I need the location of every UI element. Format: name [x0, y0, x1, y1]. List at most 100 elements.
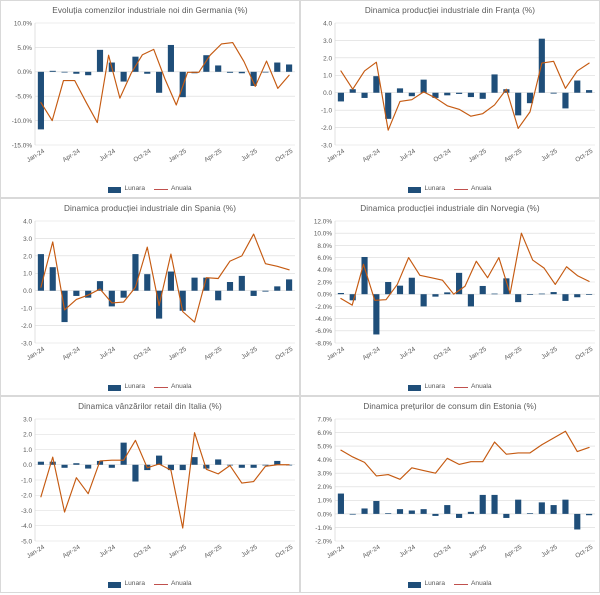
- y-axis-tick-label: 3.0: [23, 416, 32, 423]
- bar-lunara: [238, 464, 245, 468]
- legend-label-lunara: Lunara: [124, 383, 145, 391]
- x-axis-tick-label: Jan-25: [468, 544, 489, 561]
- x-axis-tick-label: Apr-25: [203, 544, 223, 560]
- bar-lunara: [250, 290, 257, 296]
- plot-area-germania: 10.0% 5.0% 0.0% -5.0% -10.0% -15.0% Jan-24 Apr-…: [1, 19, 299, 197]
- bar-lunara: [85, 290, 92, 298]
- bar-lunara: [274, 286, 281, 291]
- bar-lunara: [286, 279, 293, 291]
- bar-lunara: [467, 92, 474, 98]
- y-axis-tick-label: 2.0: [23, 432, 32, 439]
- x-axis-tick-label: Oct-24: [132, 148, 152, 164]
- bar-lunara: [432, 513, 439, 516]
- legend-label-anuala: Anuala: [471, 383, 492, 391]
- bar-lunara: [373, 501, 380, 514]
- bar-lunara: [203, 464, 210, 469]
- y-axis-tick-label: 3.0: [323, 38, 332, 45]
- legend-line-swatch-icon: [154, 584, 168, 586]
- bar-lunara: [96, 49, 104, 72]
- bar-lunara: [373, 294, 380, 335]
- legend-label-lunara: Lunara: [124, 185, 145, 193]
- chart-legend-franta: Lunara Anuala: [301, 186, 599, 193]
- legend-entry-anuala: Anuala: [454, 384, 492, 391]
- bar-lunara: [238, 275, 245, 291]
- legend-entry-lunara: Lunara: [408, 186, 445, 193]
- bar-lunara: [491, 74, 498, 93]
- y-axis-tick-label: 3.0: [23, 236, 32, 243]
- x-axis-tick-label: Apr-24: [361, 346, 381, 362]
- x-axis-tick-label: Jan-25: [168, 148, 189, 165]
- legend-entry-anuala: Anuala: [454, 581, 492, 588]
- bar-lunara: [444, 92, 451, 96]
- line-anuala: [340, 60, 590, 131]
- y-axis-tick-label: 5.0%: [17, 45, 32, 52]
- y-axis-tick-label: 0.0%: [317, 292, 332, 299]
- bar-lunara: [250, 71, 257, 86]
- bar-lunara: [262, 464, 269, 466]
- bar-lunara: [132, 464, 139, 482]
- bar-lunara: [49, 267, 56, 291]
- x-axis-tick-label: Apr-25: [203, 346, 223, 362]
- legend-bar-swatch-icon: [108, 186, 122, 193]
- bar-lunara: [286, 64, 293, 72]
- bar-lunara: [49, 461, 56, 465]
- x-axis-tick-label: Apr-25: [503, 346, 523, 362]
- legend-entry-lunara: Lunara: [108, 581, 145, 588]
- legend-entry-anuala: Anuala: [154, 186, 192, 193]
- y-axis-tick-label: -5.0%: [15, 94, 32, 101]
- chart-svg-estonia: 7.0% 6.0% 5.0% 4.0% 3.0% 2.0% 1.0% 0.0% -1.0% -2.…: [315, 416, 595, 561]
- bar-lunara: [156, 71, 163, 93]
- y-axis-tick-label: 4.0: [23, 218, 32, 225]
- bar-lunara: [479, 494, 486, 514]
- y-axis-tick-label: 1.0: [23, 271, 32, 278]
- legend-entry-anuala: Anuala: [154, 384, 192, 391]
- bar-lunara: [432, 294, 439, 297]
- bar-lunara: [562, 92, 569, 109]
- plot-area-spania: 4.0 3.0 2.0 1.0 0.0 -1.0 -2.0 -3.0 Jan-24 Apr-24 J…: [1, 217, 299, 395]
- plot-area-norvegia: 12.0% 10.0% 8.0% 6.0% 4.0% 2.0% 0.0% -2.0% -4.0%…: [301, 217, 599, 395]
- bar-lunara: [120, 442, 127, 465]
- bar-lunara: [432, 92, 439, 98]
- bar-lunara: [385, 282, 392, 295]
- y-axis-tick-label: -1.0: [321, 108, 332, 115]
- bar-lunara: [550, 505, 557, 514]
- plot-area-italia: 3.0 2.0 1.0 0.0 -1.0 -2.0 -3.0 -4.0 -5.0 Jan-24 Ap…: [1, 415, 299, 592]
- bar-lunara: [96, 281, 104, 291]
- bar-lunara: [37, 71, 44, 130]
- line-anuala: [40, 432, 290, 529]
- bar-lunara: [349, 513, 356, 515]
- bar-lunara: [456, 272, 463, 295]
- legend-bar-swatch-icon: [408, 384, 422, 391]
- line-anuala: [340, 430, 590, 480]
- legend-line-swatch-icon: [154, 387, 168, 389]
- bar-lunara: [503, 513, 510, 518]
- legend-entry-lunara: Lunara: [408, 384, 445, 391]
- bar-lunara: [574, 513, 581, 530]
- bar-lunara: [515, 499, 522, 514]
- bar-lunara: [420, 294, 427, 307]
- x-axis-tick-label: Oct-25: [574, 148, 594, 164]
- chart-panel-spania: Dinamica producției industriale din Span…: [0, 198, 300, 396]
- bar-lunara: [73, 463, 80, 465]
- bar-lunara: [574, 80, 581, 93]
- x-axis-tick-label: Apr-24: [61, 148, 81, 164]
- x-axis-tick-label: Jan-24: [326, 544, 347, 561]
- legend-bar-swatch-icon: [108, 384, 122, 391]
- y-axis-tick-label: 6.0%: [317, 255, 332, 262]
- x-axis-tick-label: Jan-24: [26, 148, 47, 165]
- bar-lunara: [515, 92, 522, 116]
- x-axis-tick-label: Jul-24: [98, 346, 117, 361]
- y-axis-tick-label: -3.0: [21, 340, 32, 347]
- y-axis-tick-label: 4.0%: [317, 457, 332, 464]
- legend-line-swatch-icon: [454, 387, 468, 389]
- bar-lunara: [586, 513, 593, 516]
- bar-lunara: [538, 502, 545, 514]
- y-axis-tick-label: 1.0%: [317, 498, 332, 505]
- y-axis-tick-label: -4.0: [21, 523, 32, 530]
- y-axis-tick-label: 8.0%: [317, 243, 332, 250]
- bar-lunara: [361, 92, 368, 98]
- x-axis-tick-label: Jul-25: [540, 544, 559, 559]
- bar-lunara: [85, 464, 92, 469]
- x-axis-tick-label: Oct-24: [432, 346, 452, 362]
